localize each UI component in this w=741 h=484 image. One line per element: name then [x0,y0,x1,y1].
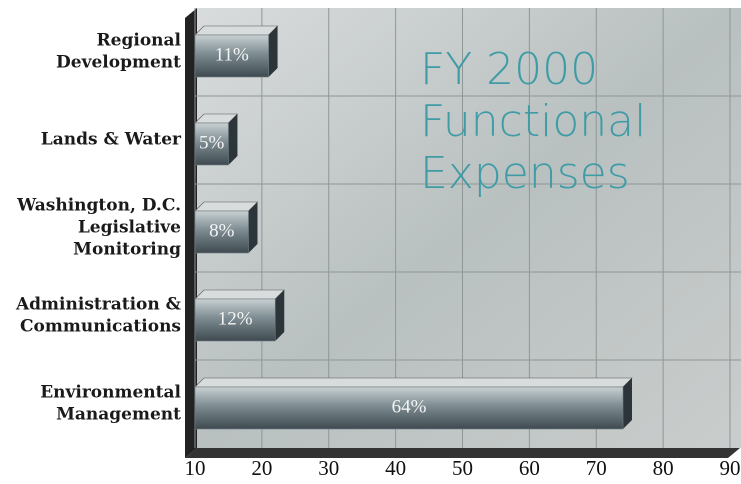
title-line: Expenses [420,148,630,199]
category-label: Regional [97,31,182,51]
x-tick-label: 50 [452,456,473,480]
category-label: Management [56,405,181,425]
bar-top [195,290,284,299]
category-label: Development [56,53,181,73]
category-label: Washington, D.C. [16,196,181,216]
x-tick-label: 80 [653,456,674,480]
bar-top [195,378,632,387]
category-label: Monitoring [73,240,181,260]
category-label: Legislative [78,218,181,238]
bar-side [275,290,284,341]
category-label: Communications [20,317,181,337]
x-tick-label: 60 [519,456,540,480]
bar-side [228,114,237,165]
category-label: Environmental [40,383,181,403]
bar-side [269,26,278,77]
bar-top [195,202,258,211]
category-label: Lands & Water [41,130,182,150]
x-tick-label: 90 [720,456,741,480]
x-tick-label: 10 [185,456,206,480]
category-label: Administration & [15,295,182,315]
value-label: 11% [215,44,249,65]
x-tick-label: 30 [318,456,339,480]
title-line: FY 2000 [420,44,598,95]
x-tick-label: 70 [586,456,607,480]
x-tick-label: 40 [385,456,406,480]
value-label: 12% [218,308,253,329]
bar-side [249,202,258,253]
x-tick-label: 20 [251,456,272,480]
value-label: 5% [199,132,225,153]
value-label: 8% [209,220,235,241]
bar-top [195,26,278,35]
value-label: 64% [392,396,427,417]
title-line: Functional [420,96,646,147]
chart: FY 2000 Functional Expenses 10 20 30 40 50 60… [0,0,741,484]
